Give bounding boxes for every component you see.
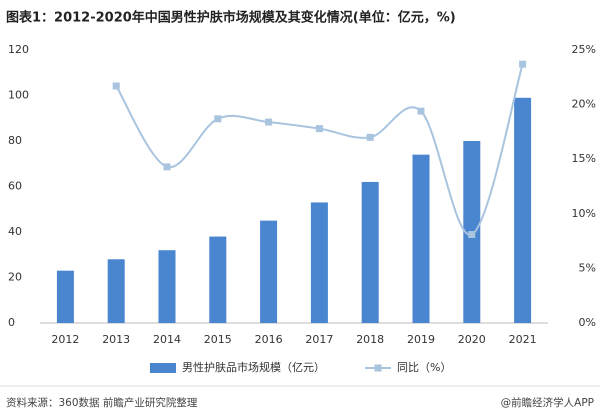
line-marker	[163, 163, 171, 171]
bar	[310, 202, 328, 323]
credit: @前瞻经济学人APP	[501, 396, 594, 409]
x-tick-label: 2015	[204, 333, 232, 346]
bar	[158, 250, 176, 323]
y2-tick-label: 10%	[572, 207, 596, 220]
y-tick-label: 80	[8, 134, 22, 147]
x-tick-label: 2013	[102, 333, 130, 346]
y-tick-label: 40	[8, 225, 22, 238]
source: 资料来源：360数据 前瞻产业研究院整理	[6, 396, 198, 409]
bar	[107, 259, 125, 323]
x-tick-label: 2019	[407, 333, 435, 346]
legend-label: 男性护肤品市场规模（亿元）	[182, 360, 325, 374]
x-tick-label: 2016	[255, 333, 283, 346]
line-marker	[112, 82, 120, 90]
x-tick-label: 2018	[356, 333, 384, 346]
y-tick-label: 20	[8, 271, 22, 284]
x-tick-label: 2017	[305, 333, 333, 346]
y2-tick-label: 20%	[572, 98, 596, 111]
y-tick-label: 100	[8, 89, 29, 102]
x-tick-label: 2021	[509, 333, 537, 346]
line-marker	[265, 118, 273, 126]
bar	[56, 270, 74, 323]
bar	[514, 97, 532, 324]
legend-label: 同比（%）	[397, 361, 451, 374]
legend-swatch	[374, 364, 382, 372]
y2-tick-label: 15%	[572, 152, 596, 165]
bar	[361, 181, 379, 323]
y2-tick-label: 5%	[579, 261, 596, 274]
bar	[260, 220, 278, 323]
y-tick-label: 60	[8, 180, 22, 193]
line-marker	[519, 60, 527, 68]
y-tick-label: 120	[8, 43, 29, 56]
y2-tick-label: 25%	[572, 43, 596, 56]
y-tick-label: 0	[8, 316, 15, 329]
line-marker	[417, 107, 425, 115]
line-marker	[366, 133, 374, 141]
line-marker	[214, 115, 222, 123]
bar	[412, 154, 430, 323]
x-tick-label: 2014	[153, 333, 181, 346]
legend-swatch	[150, 363, 176, 373]
line-marker	[315, 125, 323, 133]
y2-tick-label: 0%	[579, 316, 596, 329]
x-tick-label: 2020	[458, 333, 486, 346]
x-tick-label: 2012	[51, 333, 79, 346]
bar	[209, 236, 227, 323]
chart-title: 图表1：2012-2020年中国男性护肤市场规模及其变化情况(单位：亿元，%)	[6, 10, 456, 26]
line-marker	[468, 231, 476, 239]
